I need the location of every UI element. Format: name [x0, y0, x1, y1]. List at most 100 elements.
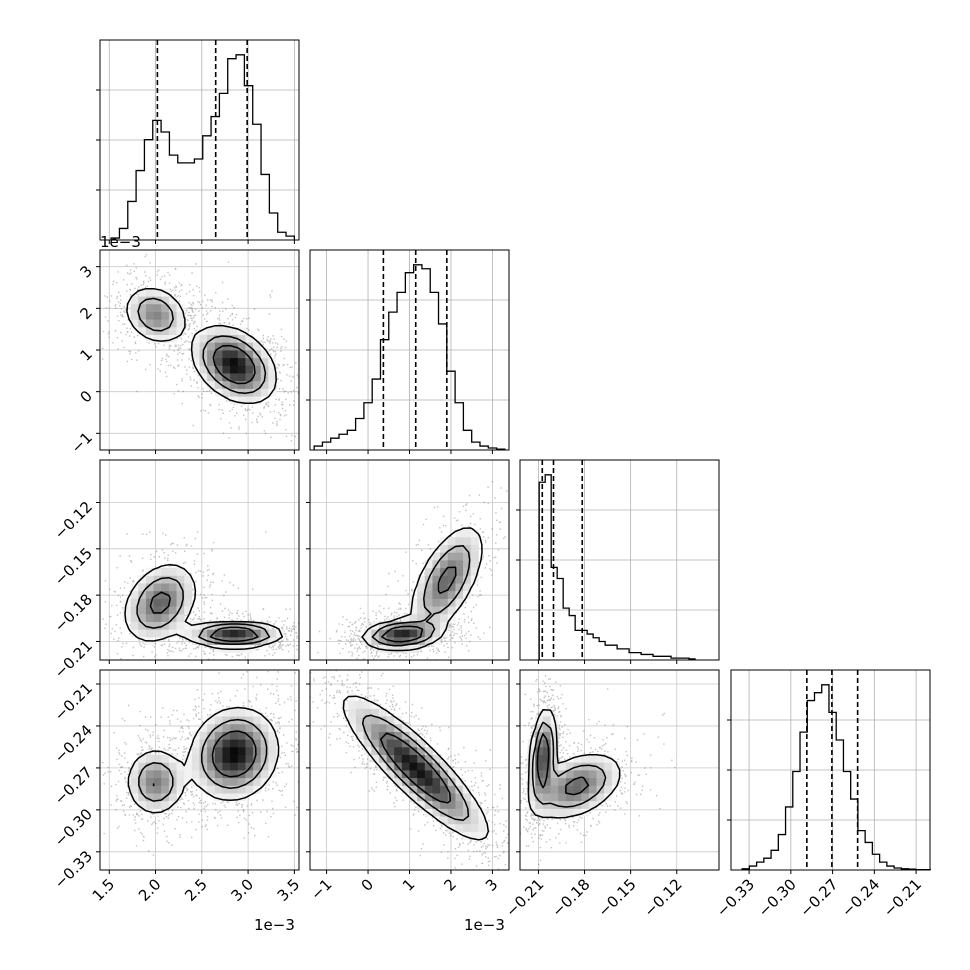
density-cell-p1-p3 [371, 739, 380, 748]
histogram-frame-p0 [99, 39, 300, 241]
density-cell-p0-p1 [138, 303, 147, 312]
density-cell-p0-p2 [184, 629, 193, 638]
histogram-frame-p2 [519, 459, 720, 661]
density-cell-p0-p3 [191, 739, 200, 748]
density-cell-p0-p2 [237, 621, 246, 630]
density-cell-p0-p3 [230, 723, 239, 732]
density-cell-p1-p2 [409, 629, 418, 638]
density-cell-p2-p3 [542, 808, 552, 817]
density-cell-p1-p2 [455, 552, 464, 561]
density-cell-p0-p1 [214, 334, 223, 343]
panels-layer [96, 39, 931, 874]
density-cell-p1-p3 [478, 823, 487, 832]
hist-bin-p1-5 [356, 418, 364, 450]
density-cell-p2-p3 [596, 754, 605, 763]
density-cell-p1-p2 [463, 560, 472, 569]
density-cell-p1-p3 [463, 831, 472, 840]
contour-p1-p2-1 [371, 545, 471, 647]
density-cell-p0-p2 [245, 636, 254, 646]
density-cell-p0-p3 [268, 739, 277, 748]
density-cell-p0-p1 [145, 311, 154, 320]
density-cell-p0-p1 [253, 396, 262, 405]
density-cell-p0-p1 [230, 365, 239, 374]
density-cell-p0-p2 [138, 629, 147, 638]
density-cell-p0-p1 [176, 311, 185, 320]
density-cell-p2-p3 [581, 762, 590, 771]
density-cell-p0-p1 [161, 303, 170, 312]
density-cell-p1-p2 [470, 544, 479, 553]
hist-bin-p2-14 [623, 649, 629, 660]
density-cell-p0-p2 [214, 629, 223, 638]
density-cell-p0-p3 [153, 762, 162, 771]
density-cell-p0-p3 [214, 770, 223, 779]
density-cell-p0-p3 [230, 785, 239, 794]
density-cell-p0-p1 [145, 303, 154, 312]
density-cell-p0-p3 [184, 762, 193, 771]
density-cell-p0-p3 [153, 793, 162, 802]
density-cell-p1-p3 [371, 754, 380, 763]
density-cell-p0-p3 [260, 716, 269, 725]
density-cell-p2-p3 [581, 754, 590, 763]
density-cell-p1-p2 [440, 552, 449, 561]
density-cell-p0-p2 [145, 613, 154, 622]
density-cell-p0-p3 [191, 746, 200, 756]
histogram-panel-p1 [306, 250, 509, 454]
density-cell-p0-p3 [138, 754, 147, 763]
density-cell-p0-p1 [153, 303, 162, 312]
density-cell-p0-p3 [253, 785, 262, 794]
density-cell-p0-p3 [207, 716, 216, 725]
density-cell-p0-p2 [145, 583, 154, 592]
density-cell-p0-p2 [145, 590, 154, 599]
density-cell-p2-p3 [535, 762, 544, 771]
density-cell-p2-p3 [573, 754, 582, 763]
density-cell-p1-p2 [409, 636, 418, 646]
density-cell-p0-p3 [214, 746, 223, 756]
density-cell-p2-p3 [558, 762, 567, 771]
x-tick-label-p2-3: −0.12 [641, 875, 686, 920]
density-cell-p0-p2 [153, 583, 162, 592]
density-cell-p1-p2 [463, 529, 472, 538]
density-cell-p1-p3 [455, 823, 464, 832]
density-cell-p0-p3 [207, 739, 216, 748]
contour-p2-p3-2 [536, 733, 590, 796]
density-cell-p1-p2 [417, 621, 426, 630]
density-cell-p0-p1 [230, 357, 239, 366]
density-cell-p0-p1 [237, 380, 246, 389]
density-cell-p2-p3 [542, 793, 552, 802]
density-cell-p0-p3 [145, 793, 154, 802]
density-cell-p2-p3 [604, 785, 613, 794]
histogram-panel-p2 [516, 460, 719, 664]
density-cell-p0-p3 [207, 746, 216, 756]
density-cell-p0-p2 [138, 598, 147, 607]
density-cell-p0-p3 [191, 762, 200, 771]
density-cell-p0-p2 [222, 629, 231, 638]
density-cell-p0-p2 [153, 598, 162, 607]
density-cell-p0-p3 [130, 785, 139, 794]
density-cell-p0-p1 [253, 357, 262, 366]
hist-step-p0 [110, 54, 296, 240]
density-cell-p1-p3 [409, 731, 418, 740]
hist-bin-p0-11 [203, 136, 211, 240]
density-cell-p2-p3 [550, 723, 559, 732]
density-cell-p1-p2 [455, 536, 464, 546]
density-cell-p0-p1 [199, 326, 208, 336]
density-cell-p2-p3 [604, 777, 613, 786]
hist-bin-p3-6 [786, 807, 793, 870]
density-cell-p0-p3 [268, 754, 277, 763]
density-cell-p0-p3 [268, 746, 277, 756]
hist-bin-p3-14 [843, 771, 850, 870]
hist-bin-p2-4 [563, 608, 569, 660]
density-cell-p0-p3 [222, 731, 231, 740]
density-cell-p0-p1 [214, 342, 223, 351]
density-cell-p0-p1 [138, 296, 147, 305]
density-cell-p1-p3 [394, 731, 403, 740]
density-cell-p2-p3 [527, 746, 536, 756]
density-cell-p0-p1 [245, 396, 254, 405]
density-cell-p2-p3 [542, 785, 552, 794]
density-cell-p0-p3 [207, 731, 216, 740]
density-cell-p2-p3 [558, 777, 567, 786]
density-cell-p1-p2 [432, 613, 441, 622]
density-cell-p0-p3 [214, 762, 223, 771]
density-cell-p0-p3 [253, 762, 262, 771]
